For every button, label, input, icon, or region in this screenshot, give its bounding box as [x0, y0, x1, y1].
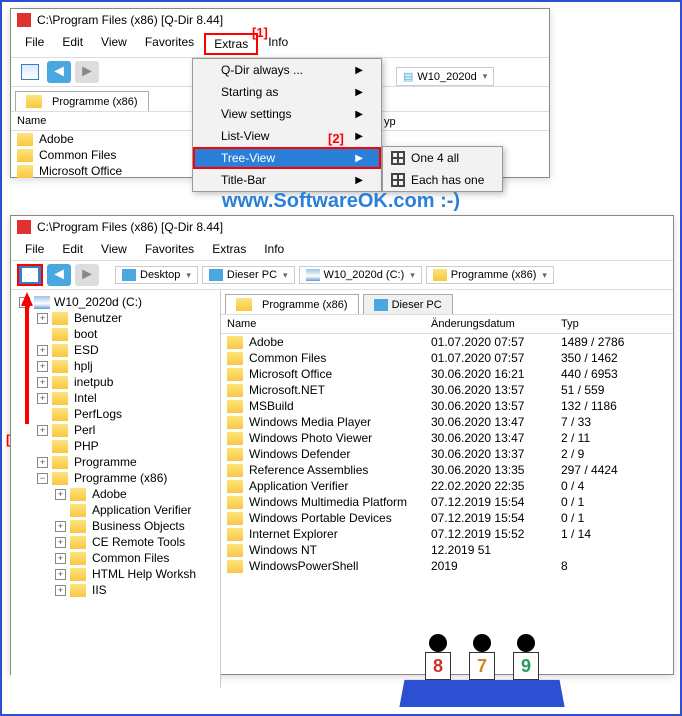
table-row[interactable]: Internet Explorer07.12.2019 15:521 / 14: [221, 526, 673, 542]
bc-pc[interactable]: Dieser PC▾: [202, 266, 295, 284]
table-row[interactable]: Windows NT12.2019 51: [221, 542, 673, 558]
table-row[interactable]: Microsoft.NET30.06.2020 13:5751 / 559: [221, 382, 673, 398]
titlebar-bottom[interactable]: C:\Program Files (x86) [Q-Dir 8.44]: [11, 216, 673, 238]
tree-node[interactable]: +Programme: [13, 454, 218, 470]
table-row[interactable]: WindowsPowerShell20198: [221, 558, 673, 574]
annotation-2: [2]: [328, 131, 344, 146]
tree-node[interactable]: +Perl: [13, 422, 218, 438]
tree-node[interactable]: +hplj: [13, 358, 218, 374]
table-row[interactable]: Windows Media Player30.06.2020 13:477 / …: [221, 414, 673, 430]
table-row[interactable]: MSBuild30.06.2020 13:57132 / 1186: [221, 398, 673, 414]
tree-node[interactable]: +Adobe: [13, 486, 218, 502]
treeview-submenu: One 4 all Each has one: [382, 146, 503, 192]
tree-node[interactable]: Application Verifier: [13, 502, 218, 518]
bc-drive[interactable]: ▤W10_2020d▾: [396, 67, 494, 86]
tree-node[interactable]: boot: [13, 326, 218, 342]
col-type[interactable]: Typ: [561, 318, 661, 330]
tree-node[interactable]: +ESD: [13, 342, 218, 358]
table-row[interactable]: Application Verifier22.02.2020 22:350 / …: [221, 478, 673, 494]
watermark-center: www.SoftwareOK.com :-): [222, 190, 460, 213]
dropdown-item[interactable]: Starting as▶: [193, 81, 381, 103]
arrow-line: [25, 304, 29, 424]
grid-icon: [391, 173, 405, 187]
titlebar-top[interactable]: C:\Program Files (x86) [Q-Dir 8.44]: [11, 9, 549, 31]
tree-toggle-button[interactable]: [17, 264, 43, 286]
panes-button[interactable]: [17, 61, 43, 83]
dropdown-item[interactable]: Title-Bar▶: [193, 169, 381, 191]
menu-view[interactable]: View: [93, 33, 135, 55]
breadcrumb-fragment: ▤W10_2020d▾: [396, 67, 494, 86]
menu-info-2[interactable]: Info: [256, 240, 292, 258]
menu-file[interactable]: File: [17, 33, 52, 55]
list-pane: Programme (x86) Dieser PC Name Änderungs…: [221, 290, 673, 688]
menu-edit-2[interactable]: Edit: [54, 240, 91, 258]
submenu-one4all[interactable]: One 4 all: [383, 147, 502, 169]
bc-drive-2[interactable]: W10_2020d (C:)▾: [299, 266, 422, 284]
table-row[interactable]: Microsoft Office30.06.2020 16:21440 / 69…: [221, 366, 673, 382]
menu-favorites-2[interactable]: Favorites: [137, 240, 202, 258]
app-icon: [17, 13, 31, 27]
nav-back-2[interactable]: ◄: [47, 264, 71, 286]
tree-node[interactable]: PHP: [13, 438, 218, 454]
menu-edit[interactable]: Edit: [54, 33, 91, 55]
list-header-bottom: Name Änderungsdatum Typ: [221, 314, 673, 334]
col-name[interactable]: Name: [11, 115, 221, 127]
toolbar-bottom: ◄ ► Desktop▾ Dieser PC▾ W10_2020d (C:)▾ …: [11, 260, 673, 290]
nav-back[interactable]: ◄: [47, 61, 71, 83]
dropdown-item[interactable]: View settings▶: [193, 103, 381, 125]
tree-pane: −W10_2020d (C:)+Benutzerboot+ESD+hplj+in…: [11, 290, 221, 688]
tree-node[interactable]: −W10_2020d (C:): [13, 294, 218, 310]
dropdown-item[interactable]: List-View▶: [193, 125, 381, 147]
tree-node[interactable]: −Programme (x86): [13, 470, 218, 486]
tab-programme-2[interactable]: Programme (x86): [225, 294, 359, 314]
window-bottom: C:\Program Files (x86) [Q-Dir 8.44] File…: [10, 215, 674, 675]
col-type-frag: yp: [384, 116, 396, 128]
menu-view-2[interactable]: View: [93, 240, 135, 258]
menubar-bottom: File Edit View Favorites Extras Info: [11, 238, 673, 260]
table-row[interactable]: Windows Portable Devices07.12.2019 15:54…: [221, 510, 673, 526]
menu-extras-2[interactable]: Extras: [204, 240, 254, 258]
title-text-2: C:\Program Files (x86) [Q-Dir 8.44]: [37, 220, 667, 234]
table-row[interactable]: Windows Multimedia Platform07.12.2019 15…: [221, 494, 673, 510]
judges-graphic: 8 7 9: [402, 634, 562, 708]
tree-node[interactable]: +IIS: [13, 582, 218, 598]
annotation-1: [1]: [252, 25, 268, 40]
tab-strip-bottom: Programme (x86) Dieser PC: [221, 290, 673, 314]
tree-node[interactable]: +Benutzer: [13, 310, 218, 326]
tree-node[interactable]: +Intel: [13, 390, 218, 406]
table-row[interactable]: Reference Assemblies30.06.2020 13:35297 …: [221, 462, 673, 478]
nav-forward-2[interactable]: ►: [75, 264, 99, 286]
file-list-bottom: Adobe01.07.2020 07:571489 / 2786Common F…: [221, 334, 673, 574]
tree-node[interactable]: +Business Objects: [13, 518, 218, 534]
tree-node[interactable]: PerfLogs: [13, 406, 218, 422]
table-row[interactable]: Adobe01.07.2020 07:571489 / 2786: [221, 334, 673, 350]
tab-programme[interactable]: Programme (x86): [15, 91, 149, 111]
table-row[interactable]: Windows Defender30.06.2020 13:372 / 9: [221, 446, 673, 462]
tree-node[interactable]: +CE Remote Tools: [13, 534, 218, 550]
tree-node[interactable]: +HTML Help Worksh: [13, 566, 218, 582]
bc-desktop[interactable]: Desktop▾: [115, 266, 198, 284]
title-text: C:\Program Files (x86) [Q-Dir 8.44]: [37, 13, 543, 27]
menubar-top: File Edit View Favorites Extras Info: [11, 31, 549, 57]
col-name-2[interactable]: Name: [221, 318, 431, 330]
table-row[interactable]: Common Files01.07.2020 07:57350 / 1462: [221, 350, 673, 366]
menu-file-2[interactable]: File: [17, 240, 52, 258]
dropdown-item[interactable]: Tree-View▶: [193, 147, 381, 169]
dropdown-item[interactable]: Q-Dir always ...▶: [193, 59, 381, 81]
tree-node[interactable]: +inetpub: [13, 374, 218, 390]
menu-extras[interactable]: Extras: [204, 33, 258, 55]
tab-pc[interactable]: Dieser PC: [363, 294, 453, 314]
nav-forward[interactable]: ►: [75, 61, 99, 83]
grid-icon: [391, 151, 405, 165]
table-row[interactable]: Windows Photo Viewer30.06.2020 13:472 / …: [221, 430, 673, 446]
col-date[interactable]: Änderungsdatum: [431, 318, 561, 330]
menu-favorites[interactable]: Favorites: [137, 33, 202, 55]
submenu-eachone[interactable]: Each has one: [383, 169, 502, 191]
extras-dropdown: Q-Dir always ...▶Starting as▶View settin…: [192, 58, 382, 192]
bc-folder[interactable]: Programme (x86)▾: [426, 266, 554, 284]
app-icon: [17, 220, 31, 234]
tree-node[interactable]: +Common Files: [13, 550, 218, 566]
